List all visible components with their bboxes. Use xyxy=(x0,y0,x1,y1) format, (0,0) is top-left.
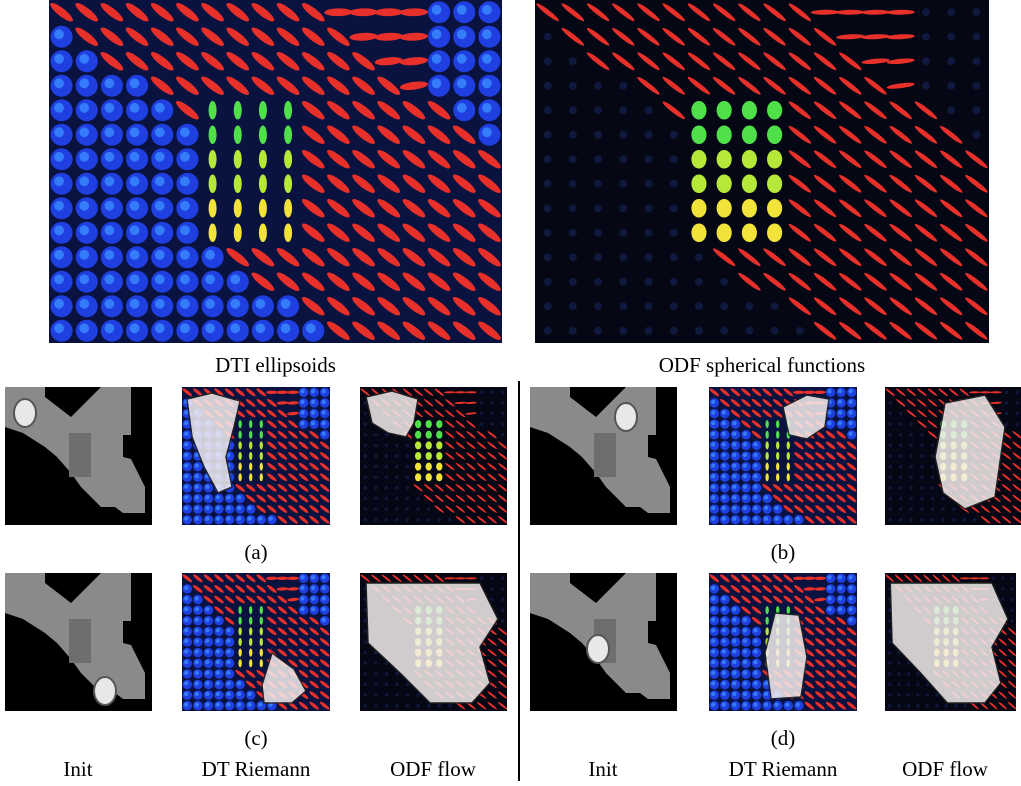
label-b: (b) xyxy=(770,540,796,564)
dti-ellipsoids-panel xyxy=(49,0,502,343)
col-label-dt-riemann-right: DT Riemann xyxy=(728,757,838,781)
col-label-odf-flow-left: ODF flow xyxy=(390,757,476,781)
panel-c-dt-riemann xyxy=(182,573,330,711)
panel-c-init xyxy=(5,573,152,711)
col-label-dt-riemann-left: DT Riemann xyxy=(201,757,311,781)
caption-odf-functions: ODF spherical functions xyxy=(658,353,866,377)
panel-d-dt-riemann xyxy=(709,573,857,711)
column-divider xyxy=(518,381,520,781)
panel-d-init xyxy=(530,573,677,711)
panel-a-init xyxy=(5,387,152,525)
panel-a-dt-riemann xyxy=(182,387,330,525)
panel-a-odf-flow xyxy=(360,387,507,525)
col-label-init-left: Init xyxy=(63,757,93,781)
label-a: (a) xyxy=(244,540,268,564)
col-label-init-right: Init xyxy=(588,757,618,781)
label-c: (c) xyxy=(244,726,268,750)
odf-functions-image xyxy=(535,0,989,343)
panel-b-init xyxy=(530,387,677,525)
odf-functions-panel xyxy=(535,0,989,343)
col-label-odf-flow-right: ODF flow xyxy=(902,757,988,781)
dti-ellipsoids-image xyxy=(49,0,502,343)
label-d: (d) xyxy=(770,726,796,750)
panel-b-dt-riemann xyxy=(709,387,857,525)
panel-c-odf-flow xyxy=(360,573,507,711)
panel-b-odf-flow xyxy=(885,387,1021,525)
panel-d-odf-flow xyxy=(885,573,1016,711)
caption-dti-ellipsoids: DTI ellipsoids xyxy=(215,353,336,377)
